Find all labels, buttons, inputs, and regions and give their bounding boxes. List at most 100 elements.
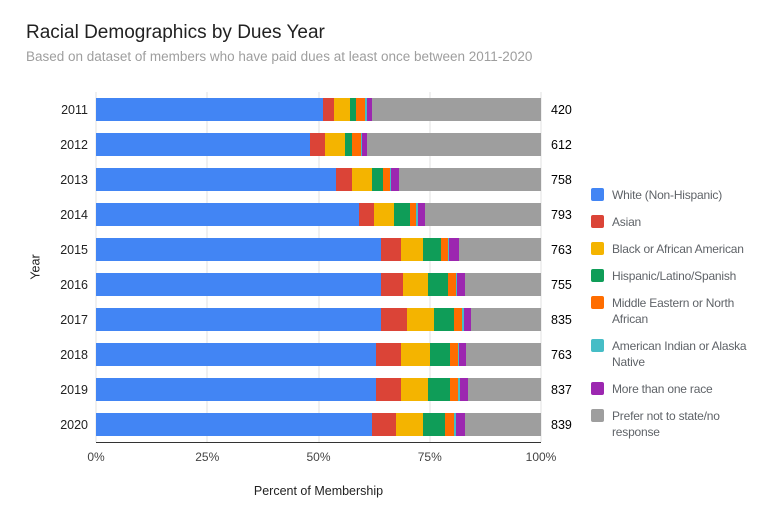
- bar-segment[interactable]: [456, 413, 466, 436]
- bar-segment[interactable]: [448, 238, 459, 261]
- bar-segment[interactable]: [371, 98, 541, 121]
- bar-segment[interactable]: [456, 273, 466, 296]
- legend-item[interactable]: American Indian or Alaska Native: [591, 338, 767, 370]
- bar-segment[interactable]: [454, 413, 457, 436]
- bar-segment[interactable]: [429, 343, 450, 366]
- legend-label: Asian: [612, 215, 642, 229]
- legend-item[interactable]: Black or African American: [591, 241, 767, 257]
- bar-segment[interactable]: [466, 343, 541, 366]
- bar-segment[interactable]: [356, 98, 366, 121]
- bar-segment[interactable]: [449, 343, 458, 366]
- bar-segment[interactable]: [376, 343, 401, 366]
- bar-segment[interactable]: [440, 238, 448, 261]
- bar-segment[interactable]: [96, 98, 323, 121]
- bar-segment[interactable]: [458, 238, 541, 261]
- total-label: 420: [551, 102, 572, 117]
- legend-item[interactable]: Prefer not to state/no response: [591, 408, 767, 440]
- bar-segment[interactable]: [334, 98, 350, 121]
- bar-segment[interactable]: [462, 308, 464, 331]
- bar-segment[interactable]: [409, 203, 417, 226]
- bar-segment[interactable]: [349, 98, 357, 121]
- bar-segment[interactable]: [425, 203, 541, 226]
- bar-segment[interactable]: [96, 378, 377, 401]
- year-label: 2012: [60, 137, 88, 152]
- bar-segment[interactable]: [96, 168, 337, 191]
- bar-segment[interactable]: [400, 238, 424, 261]
- bar-segment[interactable]: [447, 238, 449, 261]
- bar-segment[interactable]: [447, 273, 456, 296]
- bar-segment[interactable]: [455, 273, 457, 296]
- bar-segment[interactable]: [336, 168, 352, 191]
- bar-segment[interactable]: [417, 203, 426, 226]
- bar-segment[interactable]: [380, 238, 401, 261]
- legend-item[interactable]: Asian: [591, 214, 767, 230]
- bar-segment[interactable]: [454, 308, 463, 331]
- bar-segment[interactable]: [322, 98, 335, 121]
- bar-segment[interactable]: [449, 378, 458, 401]
- bar-segment[interactable]: [367, 133, 541, 156]
- y-axis-title-col: Year: [26, 92, 46, 442]
- chart-row: 2016 755: [46, 267, 583, 302]
- bar-segment[interactable]: [389, 168, 391, 191]
- chart-row: 2014 793: [46, 197, 583, 232]
- bar-segment[interactable]: [391, 168, 399, 191]
- bar-segment[interactable]: [400, 343, 430, 366]
- bar-segment[interactable]: [376, 378, 401, 401]
- bar-segment[interactable]: [371, 168, 383, 191]
- bar-segment[interactable]: [366, 98, 372, 121]
- bar-segment[interactable]: [396, 413, 424, 436]
- bar-segment[interactable]: [434, 308, 455, 331]
- bar-segment[interactable]: [374, 203, 395, 226]
- bar-segment[interactable]: [400, 378, 428, 401]
- bar-segment[interactable]: [403, 273, 428, 296]
- bar-segment[interactable]: [459, 378, 469, 401]
- bar-segment[interactable]: [325, 133, 346, 156]
- bar-segment[interactable]: [380, 308, 408, 331]
- bar-segment[interactable]: [427, 378, 450, 401]
- bar-track: [96, 168, 541, 191]
- bar-segment[interactable]: [360, 133, 363, 156]
- legend-swatch: [591, 215, 604, 228]
- bar-segment[interactable]: [423, 238, 441, 261]
- bar-segment[interactable]: [345, 133, 352, 156]
- bar-segment[interactable]: [383, 168, 390, 191]
- legend-item[interactable]: More than one race: [591, 381, 767, 397]
- bar-segment[interactable]: [459, 343, 467, 366]
- bar-segment[interactable]: [96, 413, 372, 436]
- bar-segment[interactable]: [463, 308, 471, 331]
- bar-segment[interactable]: [351, 168, 372, 191]
- bar-segment[interactable]: [96, 133, 310, 156]
- bar-segment[interactable]: [465, 413, 541, 436]
- bar-segment[interactable]: [351, 133, 361, 156]
- bar-segment[interactable]: [398, 168, 541, 191]
- bar-segment[interactable]: [96, 308, 381, 331]
- bar-segment[interactable]: [457, 378, 460, 401]
- bar-segment[interactable]: [468, 378, 541, 401]
- gridline: [429, 92, 431, 442]
- bar-segment[interactable]: [96, 273, 381, 296]
- bar-segment[interactable]: [380, 273, 404, 296]
- bar-segment[interactable]: [394, 203, 410, 226]
- legend-swatch: [591, 269, 604, 282]
- bar-segment[interactable]: [358, 203, 375, 226]
- bar-segment[interactable]: [407, 308, 435, 331]
- bar-segment[interactable]: [470, 308, 541, 331]
- legend-item[interactable]: White (Non-Hispanic): [591, 187, 767, 203]
- bar-segment[interactable]: [96, 203, 359, 226]
- bar-segment[interactable]: [96, 343, 377, 366]
- gridline: [95, 92, 97, 442]
- legend-item[interactable]: Middle Eastern or North African: [591, 295, 767, 327]
- bar-segment[interactable]: [445, 413, 455, 436]
- bar-segment[interactable]: [96, 238, 381, 261]
- bar-segment[interactable]: [423, 413, 446, 436]
- bar-segment[interactable]: [362, 133, 368, 156]
- bar-segment[interactable]: [427, 273, 448, 296]
- bar-segment[interactable]: [416, 203, 418, 226]
- bar-segment[interactable]: [365, 98, 367, 121]
- year-label: 2020: [60, 417, 88, 432]
- bar-segment[interactable]: [465, 273, 541, 296]
- bar-segment[interactable]: [457, 343, 460, 366]
- legend-item[interactable]: Hispanic/Latino/Spanish: [591, 268, 767, 284]
- bar-segment[interactable]: [309, 133, 326, 156]
- bar-segment[interactable]: [371, 413, 397, 436]
